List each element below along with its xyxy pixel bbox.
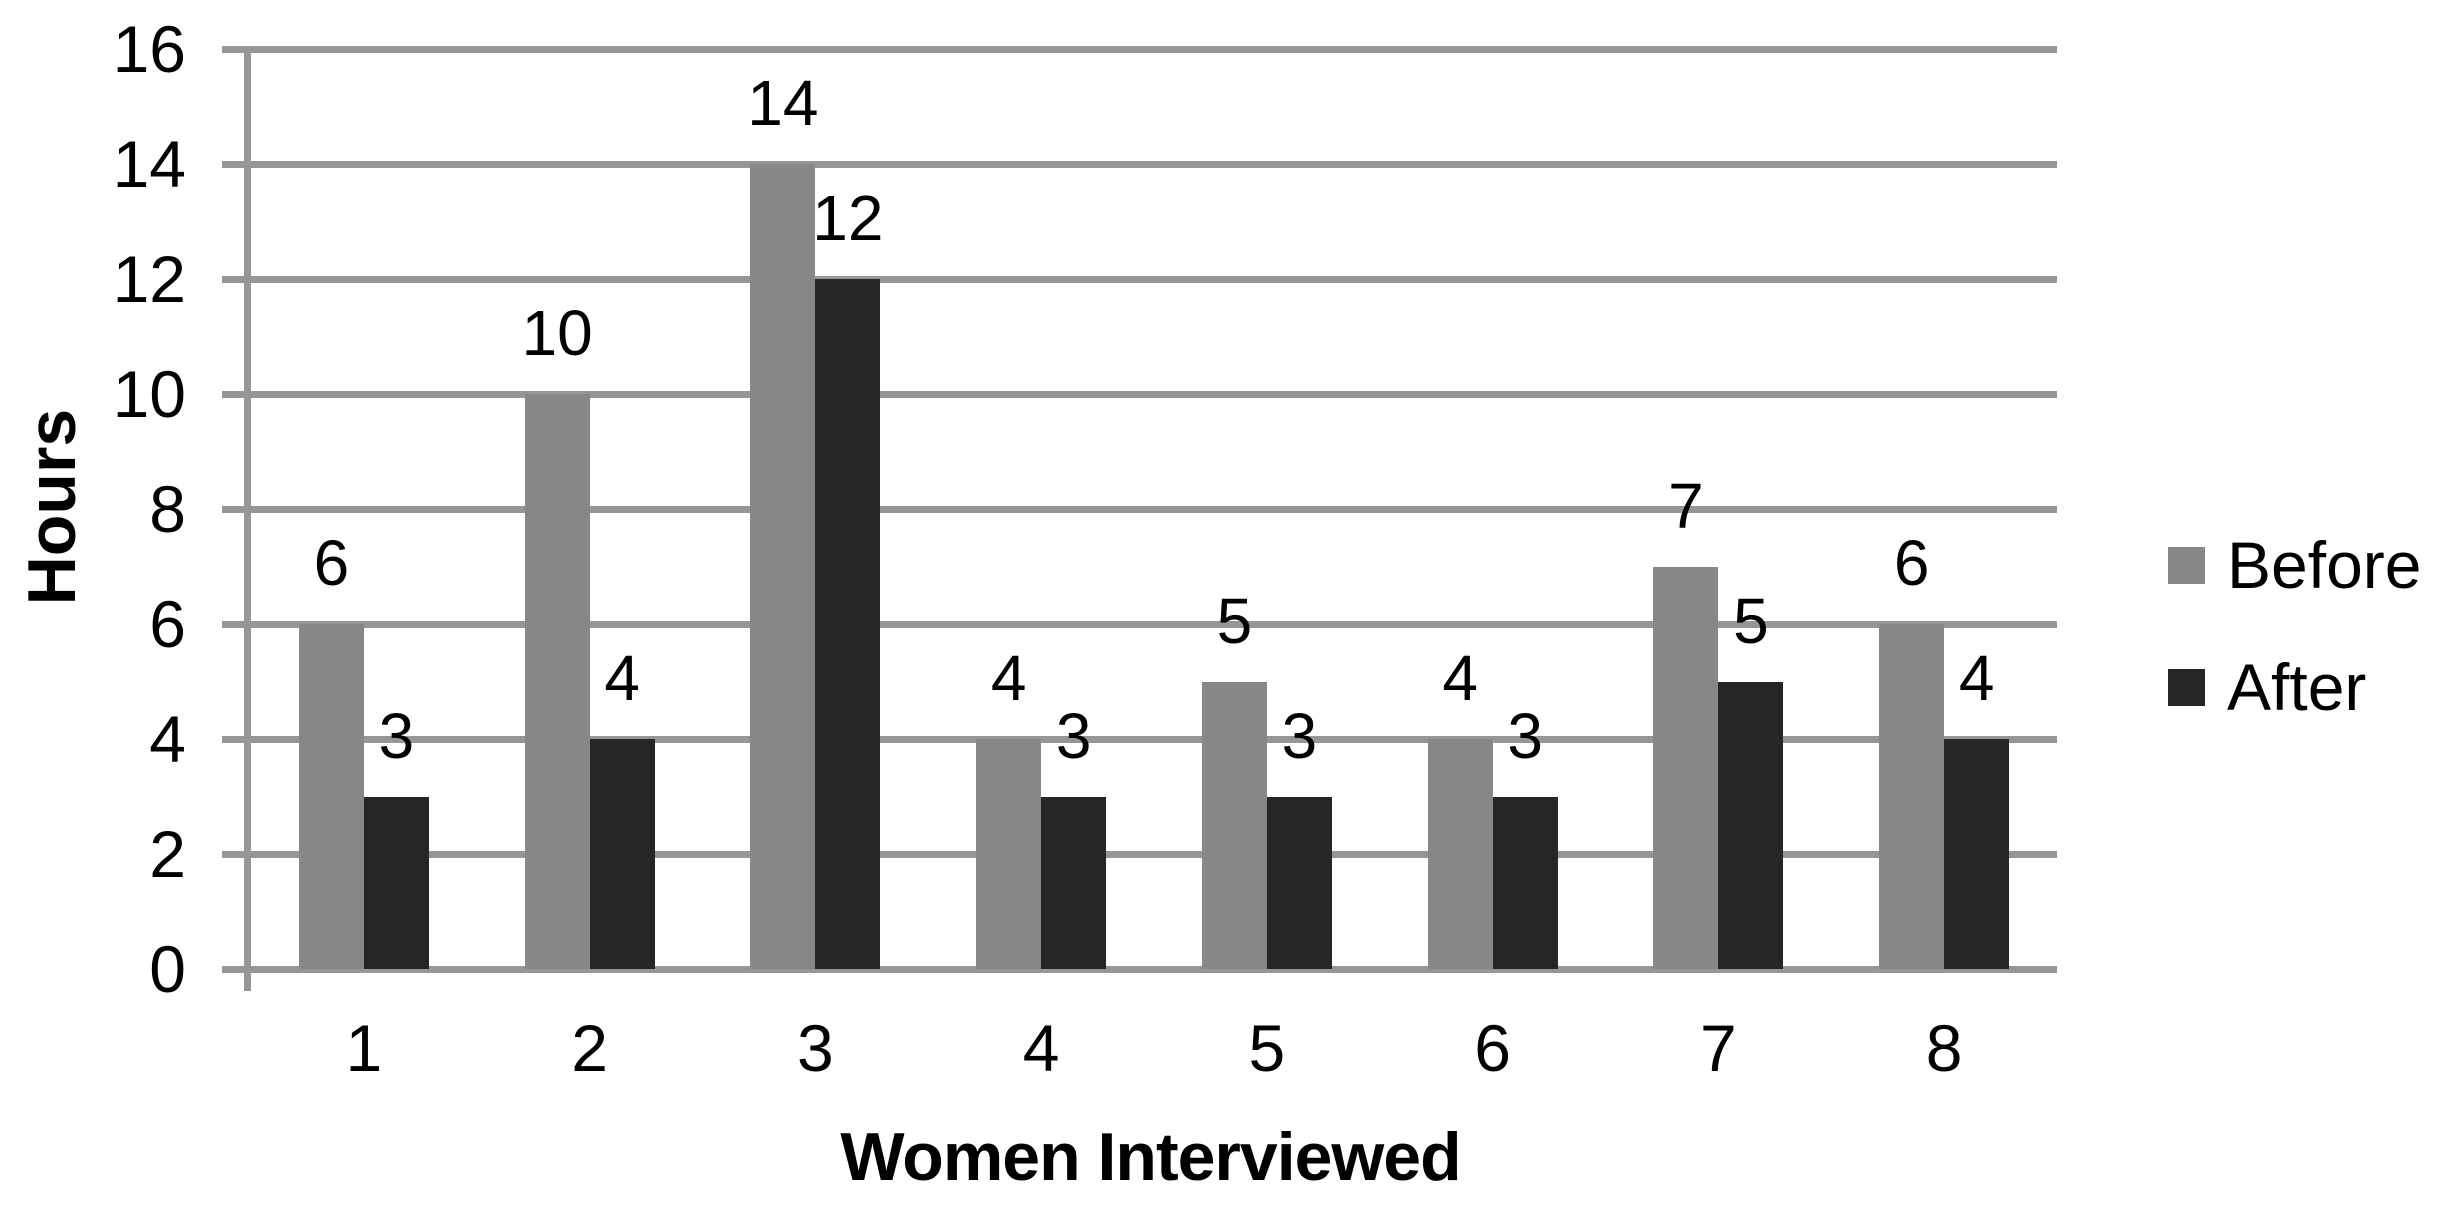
x-category-label: 6 <box>1474 1011 1511 1085</box>
y-tick-label: 2 <box>149 817 186 891</box>
value-label: 3 <box>1055 699 1092 772</box>
after-bar-segment <box>1492 796 1558 969</box>
before-bar-segment <box>1201 681 1267 969</box>
gridline <box>222 621 2057 628</box>
value-label: 5 <box>1216 584 1253 657</box>
bar-before: 6 <box>1879 49 1945 969</box>
bar-group: 10 4 <box>477 49 703 969</box>
x-category-label: 7 <box>1700 1011 1737 1085</box>
value-label: 4 <box>990 642 1027 714</box>
bar-after: 3 <box>1266 49 1332 969</box>
gridline <box>222 276 2057 283</box>
bar-after: 5 <box>1718 49 1784 969</box>
bar-before: 6 <box>298 49 364 969</box>
before-bar-segment <box>1879 624 1945 969</box>
value-label: 7 <box>1668 469 1704 542</box>
bar-after: 4 <box>589 49 655 969</box>
bar-after: 4 <box>1944 49 2010 969</box>
gridline <box>222 161 2057 168</box>
plot-area: 6 3 10 4 14 12 4 3 5 3 4 3 7 5 6 4 <box>222 46 2057 991</box>
value-label: 6 <box>313 527 350 599</box>
x-category-label: 5 <box>1248 1011 1286 1085</box>
value-label: 3 <box>1507 699 1543 772</box>
x-category-label: 3 <box>797 1011 834 1085</box>
legend-label: After <box>2227 650 2367 724</box>
value-label: 10 <box>521 297 593 369</box>
legend-label: Before <box>2227 528 2422 602</box>
bar-after: 3 <box>363 49 429 969</box>
value-label: 4 <box>1442 642 1478 714</box>
bar-after: 12 <box>812 49 884 969</box>
value-label: 12 <box>812 182 884 254</box>
y-tick-label: 16 <box>112 12 186 86</box>
before-bar-segment <box>524 394 590 969</box>
y-tick-label: 10 <box>112 357 186 431</box>
bar-before: 4 <box>976 49 1042 969</box>
legend-item-before: Before <box>2168 528 2421 602</box>
gridline <box>222 966 2057 973</box>
value-label: 4 <box>604 642 640 714</box>
after-bar-segment <box>363 796 429 969</box>
bar-before: 10 <box>521 49 593 969</box>
x-category-label: 2 <box>571 1011 608 1085</box>
y-tick-label: 0 <box>149 932 186 1006</box>
x-category-label: 4 <box>1022 1011 1060 1085</box>
x-category-label: 1 <box>345 1011 383 1085</box>
x-category-label: 8 <box>1925 1011 1963 1085</box>
y-axis-line <box>244 49 251 991</box>
gridline <box>222 46 2057 53</box>
bar-after: 3 <box>1041 49 1107 969</box>
before-bar-segment <box>750 164 816 969</box>
after-bar-segment <box>1041 796 1107 969</box>
x-axis-title: Women Interviewed <box>840 1119 1461 1195</box>
legend: Before After <box>2168 528 2421 772</box>
gridline <box>222 736 2057 743</box>
gridline <box>222 506 2057 513</box>
bar-groups: 6 3 10 4 14 12 4 3 5 3 4 3 7 5 6 4 <box>251 49 2057 969</box>
value-label: 4 <box>1958 642 1995 714</box>
y-tick-label: 8 <box>149 472 186 546</box>
after-bar-segment <box>1266 796 1332 969</box>
after-bar-segment <box>1944 739 2010 969</box>
bar-before: 4 <box>1427 49 1493 969</box>
legend-swatch-icon <box>2168 546 2205 584</box>
legend-swatch-icon <box>2168 668 2205 706</box>
value-label: 6 <box>1893 527 1930 599</box>
after-bar-segment <box>815 279 881 969</box>
after-bar-segment <box>589 739 655 969</box>
y-tick-label: 4 <box>149 702 186 776</box>
y-tick-label: 14 <box>112 127 186 201</box>
bar-group: 14 12 <box>703 49 929 969</box>
bar-before: 5 <box>1201 49 1267 969</box>
legend-item-after: After <box>2168 650 2421 724</box>
y-tick-label: 6 <box>149 587 186 661</box>
value-label: 3 <box>378 699 415 772</box>
gridline <box>222 391 2057 398</box>
y-tick-label: 12 <box>112 242 186 316</box>
before-bar-segment <box>976 739 1042 969</box>
bar-before: 7 <box>1653 49 1719 969</box>
gridline <box>222 851 2057 858</box>
value-label: 3 <box>1281 699 1318 772</box>
x-axis-category-labels: 1 2 3 4 5 6 7 8 <box>251 1008 2057 1088</box>
value-label: 5 <box>1733 584 1769 657</box>
after-bar-segment <box>1718 681 1784 969</box>
bar-before: 14 <box>747 49 819 969</box>
bar-after: 3 <box>1492 49 1558 969</box>
before-bar-segment <box>1427 739 1493 969</box>
before-bar-segment <box>298 624 364 969</box>
before-bar-segment <box>1653 566 1719 969</box>
value-label: 14 <box>747 67 819 139</box>
y-axis-tick-labels: 16 14 12 10 8 6 4 2 0 <box>0 12 186 1006</box>
